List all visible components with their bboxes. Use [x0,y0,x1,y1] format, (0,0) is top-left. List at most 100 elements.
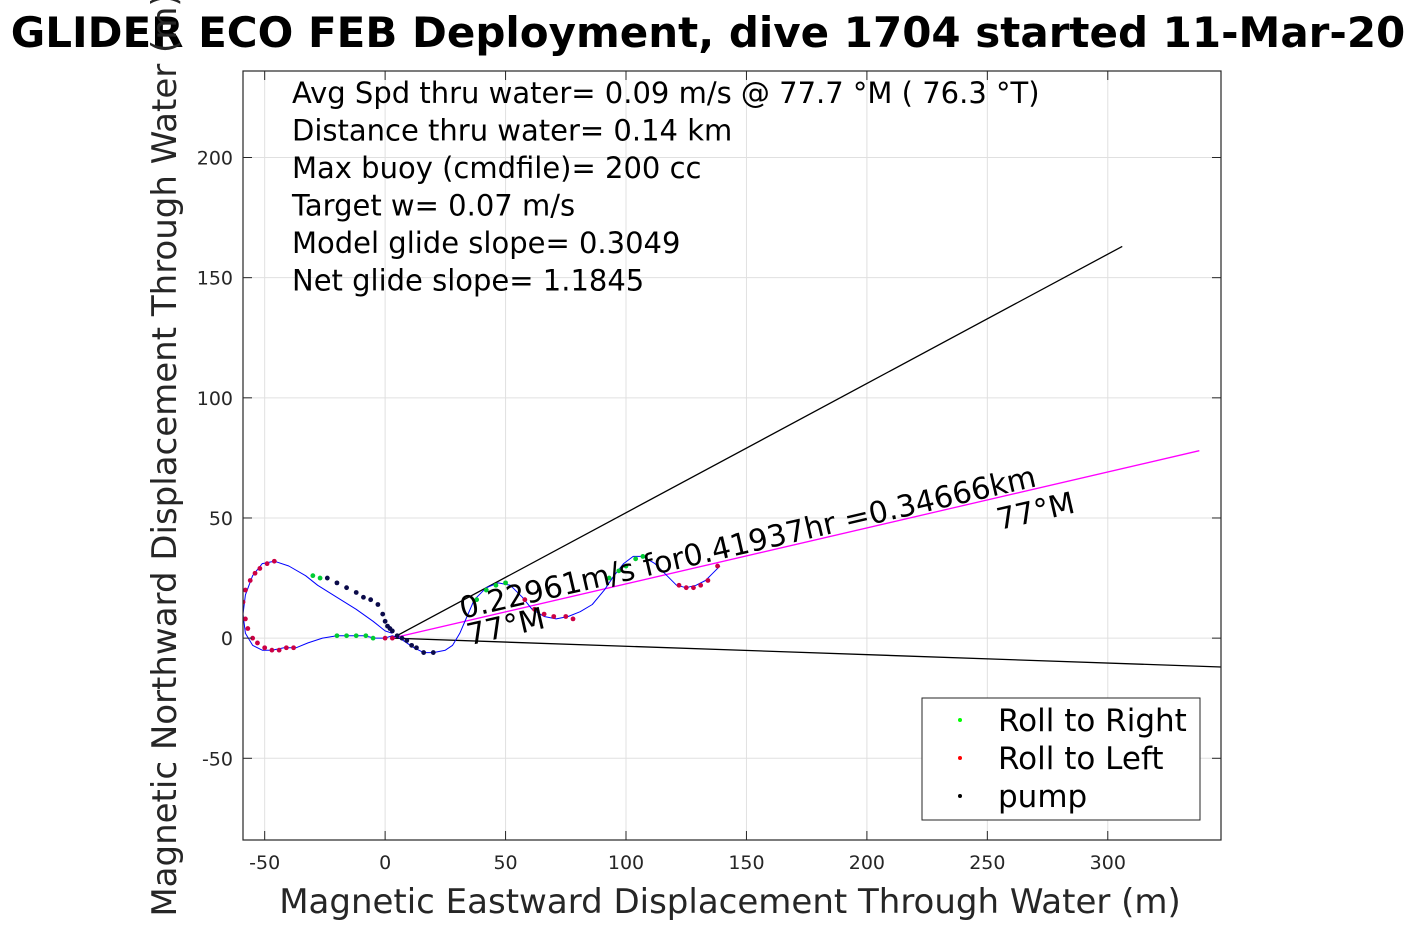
axis-ticks: -50 0 50 100 150 200 250 300 -50 0 50 100 150 200 [197,71,1221,874]
x-tick-label: 100 [608,852,644,874]
lower-bound-line [392,637,1221,668]
stats-line: Distance thru water= 0.14 km [292,114,732,148]
roll-to-left-point [269,647,275,653]
roll-to-right-point [633,556,639,562]
pump-point [334,580,340,586]
legend-label-roll-to-left: Roll to Left [998,741,1164,777]
pump-point [380,611,386,617]
roll-to-left-point [271,558,277,564]
roll-to-left-point [262,645,268,651]
roll-to-left-point [257,566,263,571]
roll-to-left-point [245,626,251,631]
net-track-line [392,450,1200,639]
roll-to-left-point [715,563,720,569]
x-tick-label: -50 [249,852,280,874]
roll-to-left-point [570,616,576,622]
x-tick-label: 250 [969,852,1005,874]
pump-point [399,635,405,641]
x-tick-label: 300 [1090,852,1126,874]
stats-line: Net glide slope= 1.1845 [292,264,644,298]
y-tick-label: 50 [209,508,233,530]
pump-point [389,628,395,634]
roll-to-left-point [250,635,256,641]
roll-to-right-point [310,573,316,579]
chart-title: GLIDER ECO FEB Deployment, dive 1704 sta… [11,8,1406,57]
roll-to-right-point [623,563,629,569]
roll-to-left-point [676,582,682,588]
pump-point [394,633,400,639]
x-tick-label: 0 [379,852,391,874]
x-axis-label: Magnetic Eastward Displacement Through W… [279,882,1181,922]
pump-point [409,642,415,648]
pump-point [324,575,330,581]
upper-bound-line [392,245,1123,639]
roll-to-right-point [370,635,376,641]
pump-point [344,585,349,591]
roll-to-left-point [247,578,253,583]
roll-to-right-point [344,633,349,639]
roll-to-left-point [705,578,711,583]
legend-marker-roll-to-left [958,756,962,760]
roll-to-left-point [551,614,557,619]
roll-to-right-point [616,568,622,574]
pump-point [404,638,410,643]
roll-to-left-point [255,640,260,646]
pump-point [414,645,419,651]
roll-to-right-point [493,582,499,588]
roll-to-left-point [541,611,547,617]
pump-point [353,590,359,595]
roll-to-right-point [606,575,612,581]
y-tick-label: 150 [197,268,233,290]
track-annotations: 0.22961m/s for0.41937hr =0.34666km77°M77… [456,460,1078,653]
stats-line: Max buoy (cmdfile)= 200 cc [292,151,701,185]
roll-to-right-point [353,633,359,639]
roll-to-left-point [276,647,282,653]
legend-box [921,697,1201,821]
roll-to-left-point [683,585,689,591]
plot-data [243,245,1221,668]
roll-to-left-point [389,635,395,641]
roll-to-left-point [698,582,704,588]
roll-to-right-point [334,633,340,639]
legend-label-roll-to-right: Roll to Right [998,703,1187,739]
stats-line: Model glide slope= 0.3049 [292,226,680,260]
pump-point [421,650,427,655]
plot-area-frame [242,70,1222,841]
pump-point [382,618,388,624]
y-tick-label: 0 [221,628,233,650]
y-tick-label: 200 [197,148,233,170]
roll-to-left-point [291,645,296,651]
roll-to-left-point [264,561,270,567]
x-tick-label: 150 [728,852,764,874]
y-tick-label: -50 [202,748,233,770]
roll-to-left-point [563,614,569,619]
legend-label-pump: pump [998,779,1087,815]
pump-point [368,597,374,603]
roll-to-left-point [532,606,537,612]
roll-to-right-point [363,633,369,639]
roll-to-left-point [691,585,696,591]
pump-point [375,602,381,607]
y-tick-label: 100 [197,388,233,410]
stats-line: Avg Spd thru water= 0.09 m/s @ 77.7 °M (… [292,76,1040,110]
roll-to-right-point [483,587,489,593]
roll-to-left-point [522,597,528,603]
roll-to-right-point [317,575,323,581]
roll-to-left-point [243,616,248,622]
roll-to-right-point [503,580,508,586]
roll-to-right-point [474,597,480,603]
legend-marker-pump [958,794,962,798]
pump-point [430,650,436,655]
x-tick-label: 50 [493,852,517,874]
pump-point [361,594,366,600]
grid-lines [243,71,1221,840]
x-tick-label: 200 [849,852,885,874]
roll-to-right-point [640,554,646,559]
roll-to-left-point [252,570,258,576]
track-annotation: 0.22961m/s for0.41937hr =0.34666km [456,460,1039,627]
roll-to-left-point [283,645,289,651]
legend-marker-roll-to-right [958,718,962,722]
stats-line: Target w= 0.07 m/s [291,189,575,223]
